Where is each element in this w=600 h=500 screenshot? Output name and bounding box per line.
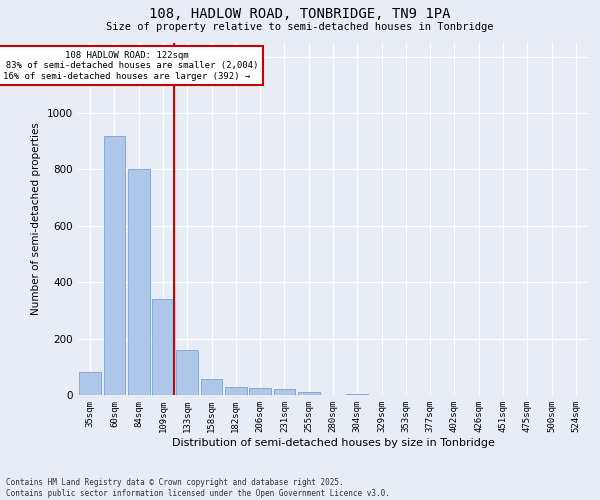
Bar xyxy=(79,372,101,395)
Bar xyxy=(152,299,174,395)
Bar xyxy=(176,350,198,395)
Bar xyxy=(128,170,149,395)
Text: Size of property relative to semi-detached houses in Tonbridge: Size of property relative to semi-detach… xyxy=(106,22,494,32)
Bar xyxy=(346,394,368,395)
Y-axis label: Number of semi-detached properties: Number of semi-detached properties xyxy=(31,122,41,315)
Bar xyxy=(249,388,271,395)
Bar xyxy=(104,136,125,395)
Bar xyxy=(200,380,223,395)
Text: Contains HM Land Registry data © Crown copyright and database right 2025.
Contai: Contains HM Land Registry data © Crown c… xyxy=(6,478,390,498)
Text: 108, HADLOW ROAD, TONBRIDGE, TN9 1PA: 108, HADLOW ROAD, TONBRIDGE, TN9 1PA xyxy=(149,8,451,22)
Bar xyxy=(298,392,320,395)
Bar xyxy=(225,386,247,395)
X-axis label: Distribution of semi-detached houses by size in Tonbridge: Distribution of semi-detached houses by … xyxy=(172,438,494,448)
Text: 108 HADLOW ROAD: 122sqm
← 83% of semi-detached houses are smaller (2,004)
16% of: 108 HADLOW ROAD: 122sqm ← 83% of semi-de… xyxy=(0,51,258,81)
Bar xyxy=(274,390,295,395)
